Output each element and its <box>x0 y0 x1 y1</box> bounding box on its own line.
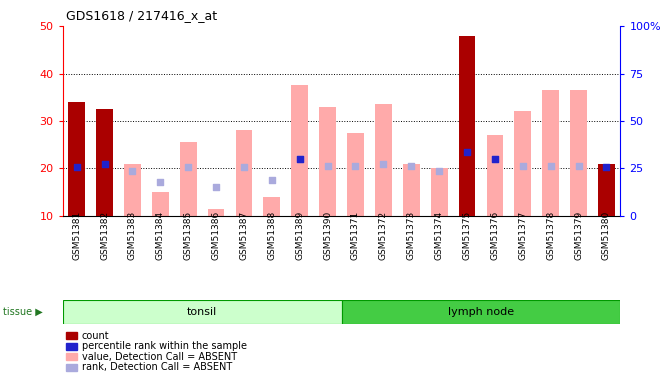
Bar <box>96 109 113 216</box>
Point <box>601 164 612 170</box>
Text: tonsil: tonsil <box>187 307 217 317</box>
Point <box>183 164 193 170</box>
Bar <box>598 164 615 216</box>
Bar <box>263 196 280 216</box>
Text: GDS1618 / 217416_x_at: GDS1618 / 217416_x_at <box>66 9 217 22</box>
Text: tissue ▶: tissue ▶ <box>3 307 43 317</box>
Point <box>267 177 277 183</box>
Point <box>406 163 416 169</box>
Text: count: count <box>82 331 110 340</box>
Bar <box>459 36 475 216</box>
Bar <box>68 102 85 216</box>
Point <box>462 149 473 155</box>
Bar <box>431 168 447 216</box>
Point <box>378 162 389 168</box>
Point <box>71 164 82 170</box>
Bar <box>124 164 141 216</box>
Text: lymph node: lymph node <box>448 307 514 317</box>
Bar <box>403 164 420 216</box>
Text: percentile rank within the sample: percentile rank within the sample <box>82 341 247 351</box>
Bar <box>570 90 587 216</box>
Point <box>99 160 110 166</box>
Bar <box>543 90 559 216</box>
Point <box>155 180 166 186</box>
Bar <box>208 209 224 216</box>
Text: rank, Detection Call = ABSENT: rank, Detection Call = ABSENT <box>82 362 232 372</box>
Bar <box>180 142 197 216</box>
Point <box>517 163 528 169</box>
Bar <box>152 192 169 216</box>
Point <box>490 156 500 162</box>
Bar <box>486 135 504 216</box>
Point <box>490 156 500 162</box>
Text: value, Detection Call = ABSENT: value, Detection Call = ABSENT <box>82 352 237 362</box>
Point <box>574 163 584 169</box>
Point <box>350 163 361 169</box>
Point <box>294 156 305 162</box>
Point <box>127 168 138 174</box>
Point <box>545 163 556 169</box>
Bar <box>63 300 342 324</box>
Bar <box>291 86 308 216</box>
Bar <box>319 107 336 216</box>
Point <box>322 163 333 169</box>
Point <box>294 156 305 162</box>
Point <box>434 168 444 174</box>
Bar <box>375 104 392 216</box>
Bar <box>236 130 252 216</box>
Point <box>239 164 249 170</box>
Bar <box>342 300 620 324</box>
Bar <box>514 111 531 216</box>
Point <box>211 184 221 190</box>
Bar <box>347 133 364 216</box>
